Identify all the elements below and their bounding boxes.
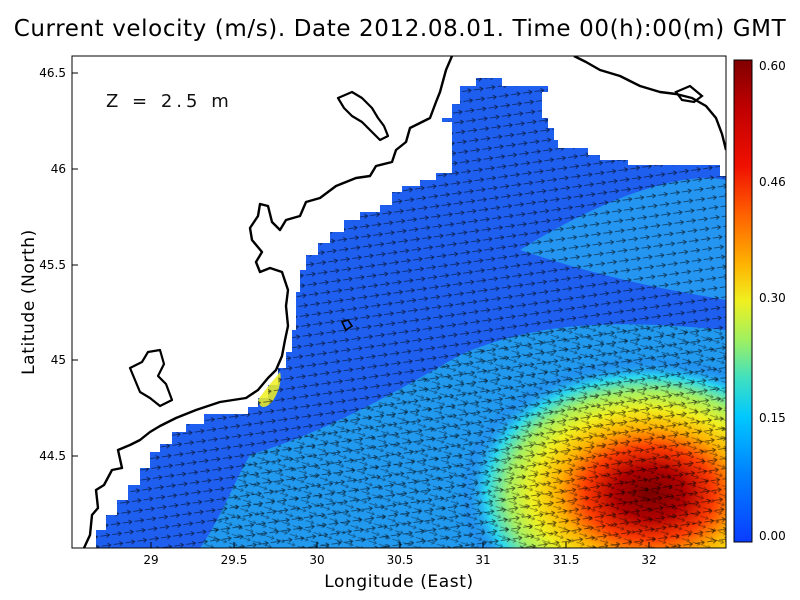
x-tick-label: 30: [309, 553, 324, 567]
x-tick-label: 32: [641, 553, 656, 567]
lagoon-outline: [336, 90, 390, 142]
y-tick-label: 44.5: [39, 449, 66, 463]
y-tick-label: 46: [51, 162, 66, 176]
colorbar: [733, 59, 753, 543]
y-axis-label: Latitude (North): [19, 229, 39, 375]
depth-label: Z = 2.5 m: [106, 91, 233, 112]
estuary-outline: [128, 348, 174, 408]
colorbar-tick-label: 0.00: [759, 529, 786, 543]
coastline-upper: [573, 56, 726, 151]
colorbar-tick-label: 0.15: [759, 411, 786, 425]
y-axis-ticks: [72, 72, 78, 457]
colorbar-tick-label: 0.46: [759, 175, 786, 189]
x-tick-label: 30.5: [387, 553, 414, 567]
x-axis-ticks: [150, 542, 650, 548]
x-tick-label: 29.5: [221, 553, 248, 567]
coastline: [80, 56, 454, 548]
x-tick-label: 31.5: [553, 553, 580, 567]
y-tick-label: 45: [51, 353, 66, 367]
x-axis-label: Longitude (East): [324, 572, 474, 592]
y-tick-label: 46.5: [39, 66, 66, 80]
map-title: Current velocity (m/s). Date 2012.08.01.…: [13, 16, 787, 42]
velocity-arrows-field-dense: [200, 324, 726, 548]
x-tick-label: 31: [475, 553, 490, 567]
colorbar-tick-label: 0.60: [759, 59, 786, 73]
island-outline: [340, 319, 354, 332]
bay-outline: [674, 84, 704, 104]
x-tick-label: 29: [143, 553, 158, 567]
y-tick-label: 45.5: [39, 258, 66, 272]
colorbar-tick-label: 0.30: [759, 291, 786, 305]
plot-frame: [71, 55, 727, 549]
